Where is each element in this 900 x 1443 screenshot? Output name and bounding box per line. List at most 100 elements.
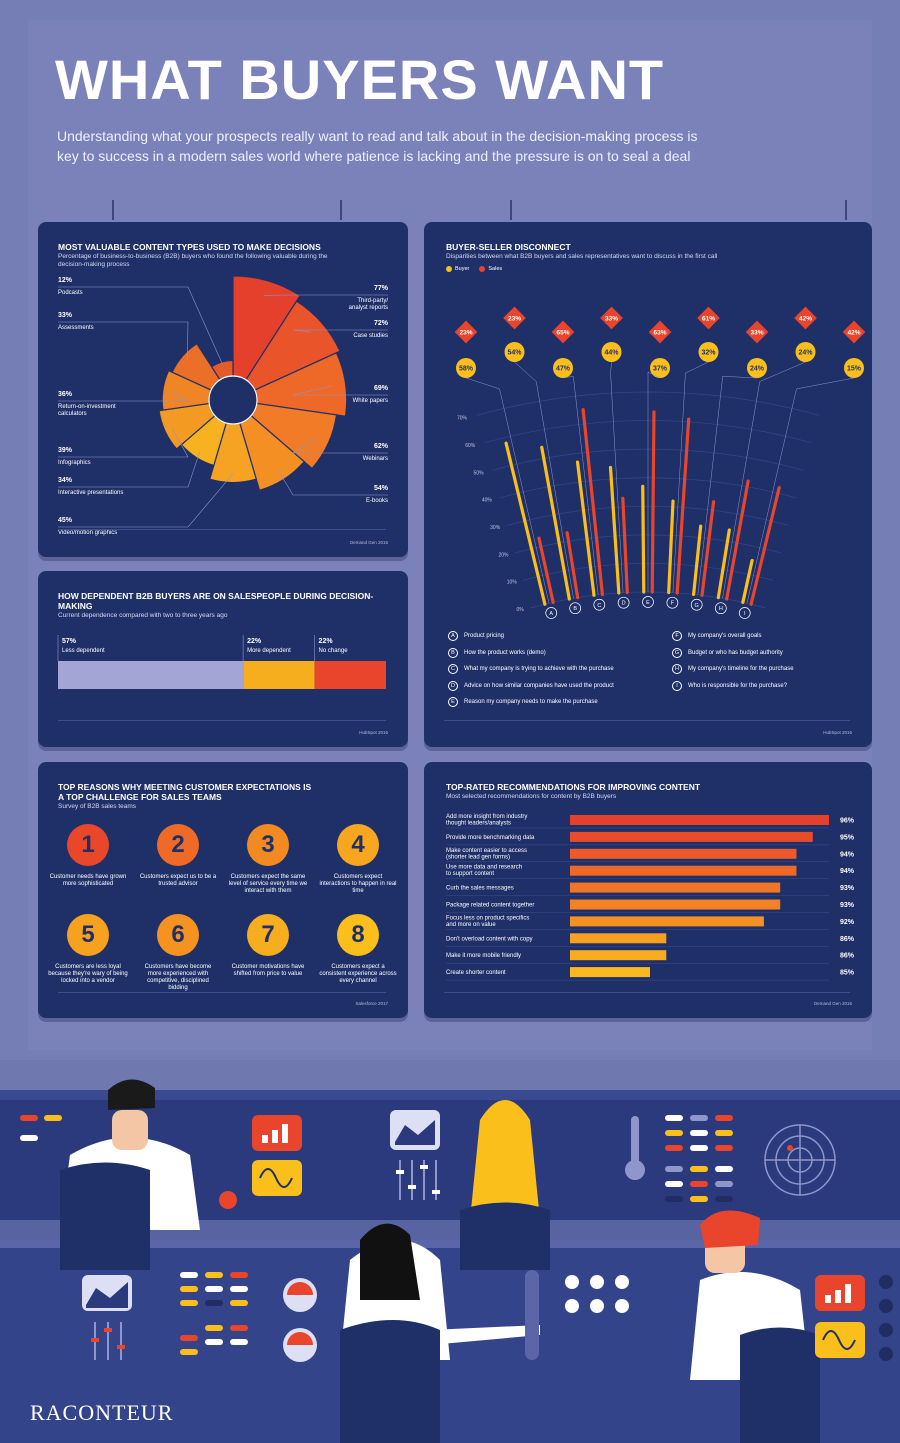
source-divider bbox=[58, 529, 386, 530]
reason-text: Customers expect interactions to happen … bbox=[319, 874, 397, 894]
disconnect-legend-item: C What my company is trying to achieve wi… bbox=[448, 664, 614, 674]
sales-bar bbox=[749, 485, 781, 606]
recommendation-value-label: 94% bbox=[840, 868, 855, 875]
rose-value-label: 36% bbox=[58, 391, 73, 398]
reason-text: Customers expect a consistent experience… bbox=[319, 964, 397, 984]
recommendation-value-label: 93% bbox=[840, 902, 855, 909]
front-console-edge bbox=[0, 1240, 900, 1248]
lever-knob bbox=[625, 1160, 645, 1180]
buyer-value-label: 37% bbox=[653, 366, 668, 373]
rose-category-label: E-books bbox=[366, 498, 388, 504]
content-types-subtitle: Percentage of business-to-business (B2B)… bbox=[58, 253, 398, 269]
buyer-bar bbox=[608, 465, 621, 595]
recommendation-label: to support content bbox=[446, 871, 494, 877]
buyer-bar bbox=[692, 524, 703, 596]
fan-category-letter: I bbox=[744, 611, 746, 617]
legend-buyer-label: Buyer bbox=[455, 266, 470, 272]
reason-number: 7 bbox=[247, 914, 289, 956]
recommendation-bar bbox=[570, 815, 829, 825]
buyer-bar bbox=[667, 499, 675, 595]
disconnect-legend-item: A Product pricing bbox=[448, 631, 504, 641]
legend-sales-swatch bbox=[479, 266, 486, 272]
area-graph-icon bbox=[395, 1120, 435, 1145]
disconnect-legend-item: G Budget or who has budget authority bbox=[672, 647, 783, 658]
recommendation-label: Package related content together bbox=[446, 903, 534, 909]
legend-text: How the product works (demo) bbox=[464, 649, 546, 656]
fan-connector bbox=[685, 361, 709, 374]
sales-bar bbox=[700, 500, 716, 597]
rose-leader bbox=[292, 385, 388, 396]
dependence-category-label: Less dependent bbox=[62, 648, 105, 654]
disconnect-title: BUYER-SELLER DISCONNECT bbox=[446, 242, 571, 252]
fan-spoke bbox=[610, 373, 624, 593]
fan-tick-label: 60% bbox=[465, 443, 476, 449]
recommendation-bar bbox=[570, 831, 813, 842]
fan-category-marker bbox=[666, 596, 679, 609]
recommendation-label: (shorter lead gen forms) bbox=[446, 854, 510, 860]
buyer-value-badge bbox=[504, 342, 525, 362]
fan-tick-label: 70% bbox=[457, 416, 468, 422]
front-slider-knobs bbox=[91, 1328, 125, 1349]
legend-sales-label: Sales bbox=[488, 266, 503, 272]
fan-category-letter: B bbox=[573, 606, 577, 612]
recommendation-label: Make content easier to access bbox=[446, 848, 527, 854]
recommendation-label: Curb the sales messages bbox=[446, 886, 514, 892]
reasons-subtitle: Survey of B2B sales teams bbox=[58, 803, 137, 810]
legend-text: Product pricing bbox=[464, 633, 505, 639]
reason-text: Customers expect the same level of servi… bbox=[228, 874, 308, 894]
fan-connector bbox=[647, 371, 661, 379]
recommendation-label: Don't overload content with copy bbox=[446, 936, 533, 942]
buyer-bar bbox=[575, 460, 596, 597]
fan-connector bbox=[465, 377, 500, 390]
buyer-bar bbox=[741, 558, 754, 604]
reasons-title: TOP REASONS WHY MEETING CUSTOMER EXPECTA… bbox=[58, 782, 398, 802]
rose-value-label: 72% bbox=[374, 320, 389, 327]
dependence-category-label: No change bbox=[319, 648, 349, 654]
reason-item: 1 Customer needs have grown more sophisti… bbox=[48, 824, 128, 888]
fan-category-marker bbox=[617, 596, 630, 609]
fan-tick-label: 10% bbox=[507, 580, 518, 586]
radar-icon bbox=[764, 1124, 836, 1196]
recommendation-value-label: 96% bbox=[840, 818, 855, 825]
rose-category-label: Interactive presentations bbox=[58, 490, 123, 496]
recommendation-value-label: 85% bbox=[840, 970, 855, 977]
fan-category-letter: F bbox=[671, 601, 675, 607]
legend-letter: E bbox=[448, 697, 458, 707]
rose-value-label: 62% bbox=[374, 443, 389, 450]
rose-leader bbox=[58, 321, 189, 361]
recommendation-bar bbox=[570, 950, 667, 961]
disconnect-subtitle: Disparities between what B2B buyers and … bbox=[446, 253, 718, 260]
sales-bar bbox=[581, 408, 604, 596]
desk-top bbox=[0, 1220, 900, 1240]
fan-category-marker bbox=[569, 602, 582, 615]
buyer-value-badge bbox=[650, 358, 670, 378]
dependence-bar-segment bbox=[243, 661, 315, 689]
fan-tick-label: 40% bbox=[482, 498, 493, 504]
buyer-bar bbox=[716, 528, 731, 600]
dependence-bar-segment bbox=[314, 661, 386, 689]
disconnect-source: HubSpot 2016 bbox=[823, 730, 852, 735]
fan-category-marker bbox=[690, 598, 703, 611]
person-back-hair bbox=[470, 1100, 540, 1220]
fan-spoke bbox=[672, 373, 686, 593]
legend-letter: H bbox=[672, 664, 682, 674]
recommendation-label: Provide more benchmarking data bbox=[446, 835, 535, 841]
recommendation-label: and more on value bbox=[446, 922, 496, 928]
buyer-value-label: 24% bbox=[750, 366, 765, 373]
sales-bar bbox=[675, 417, 691, 595]
fan-category-letter: A bbox=[549, 611, 553, 617]
rose-category-label: analyst reports bbox=[349, 305, 388, 311]
fan-tick-label: 30% bbox=[490, 525, 501, 531]
sales-value-label: 33% bbox=[750, 330, 763, 337]
recommendations-card: TOP-RATED RECOMMENDATIONS FOR IMPROVING … bbox=[424, 762, 872, 1018]
rose-value-label: 77% bbox=[374, 285, 389, 292]
legend-text: Budget or who has budget authority bbox=[688, 649, 783, 656]
recommendation-value-label: 86% bbox=[840, 936, 855, 943]
legend-letter: F bbox=[672, 631, 682, 641]
recommendations-source: Demand Gen 2016 bbox=[813, 1001, 852, 1006]
source-divider bbox=[58, 720, 386, 721]
reason-number: 4 bbox=[337, 824, 379, 866]
chair-right bbox=[740, 1327, 820, 1443]
fan-connector bbox=[722, 375, 758, 379]
reasons-card: TOP REASONS WHY MEETING CUSTOMER EXPECTA… bbox=[38, 762, 408, 1018]
